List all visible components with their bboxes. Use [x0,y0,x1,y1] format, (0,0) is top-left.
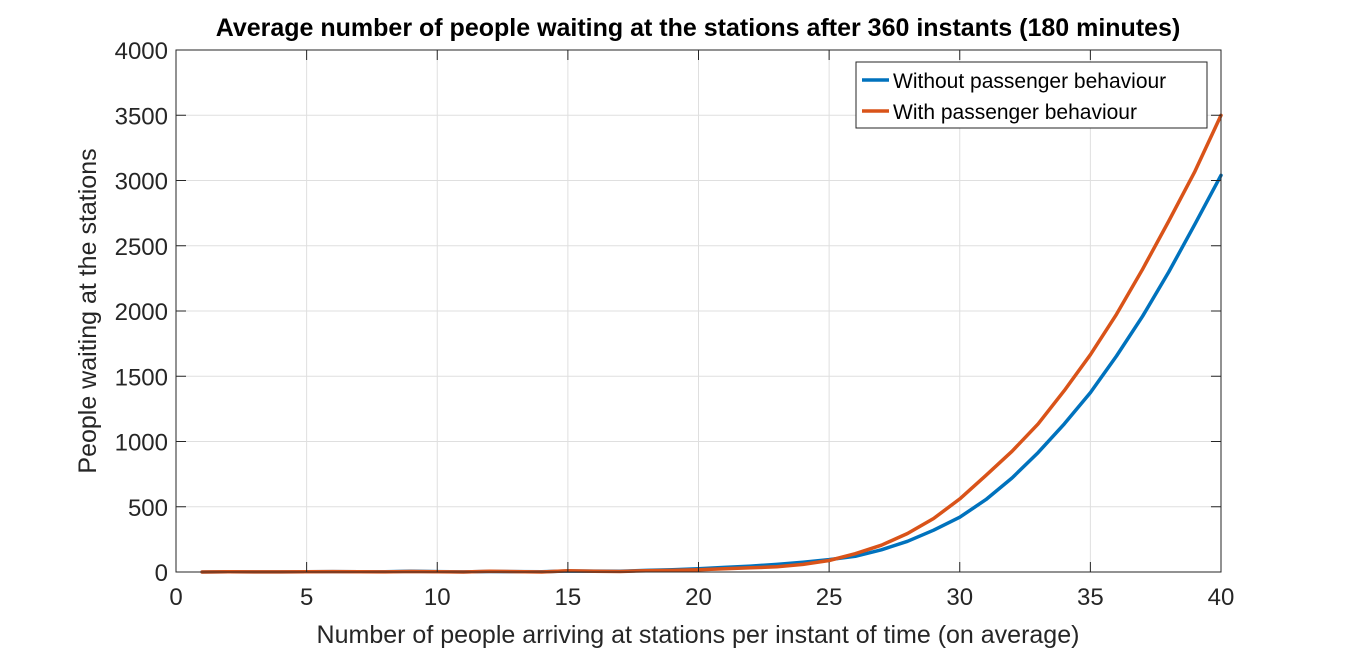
y-tick-label: 1000 [115,430,168,457]
y-tick-label: 3000 [115,169,168,196]
y-tick-label: 1500 [115,364,168,391]
chart-title: Average number of people waiting at the … [216,14,1181,42]
y-tick-label: 0 [155,560,168,587]
x-tick-label: 40 [1208,584,1235,611]
x-tick-label: 0 [169,584,182,611]
legend: Without passenger behaviour With passeng… [855,61,1208,129]
y-tick-label: 3500 [115,103,168,130]
y-tick-label: 2000 [115,299,168,326]
y-tick-label: 4000 [115,38,168,65]
y-tick-label: 2500 [115,234,168,261]
x-tick-label: 5 [300,584,313,611]
x-tick-label: 15 [555,584,582,611]
tick-marks [175,49,1222,573]
x-tick-label: 30 [946,584,973,611]
legend-label-with-behaviour: With passenger behaviour [893,101,1137,124]
x-tick-label: 10 [424,584,451,611]
y-tick-labels: 0 500 1000 1500 2000 2500 3000 3500 4000 [115,38,168,587]
y-axis-label: People waiting at the stations [74,148,102,473]
y-tick-label: 500 [128,495,168,522]
x-tick-label: 25 [816,584,843,611]
x-tick-labels: 0 5 10 15 20 25 30 35 40 [169,584,1234,611]
x-tick-label: 20 [685,584,712,611]
legend-label-without-behaviour: Without passenger behaviour [893,70,1166,93]
legend-box [855,61,1208,129]
x-tick-label: 35 [1077,584,1104,611]
x-axis-label: Number of people arriving at stations pe… [317,621,1080,649]
